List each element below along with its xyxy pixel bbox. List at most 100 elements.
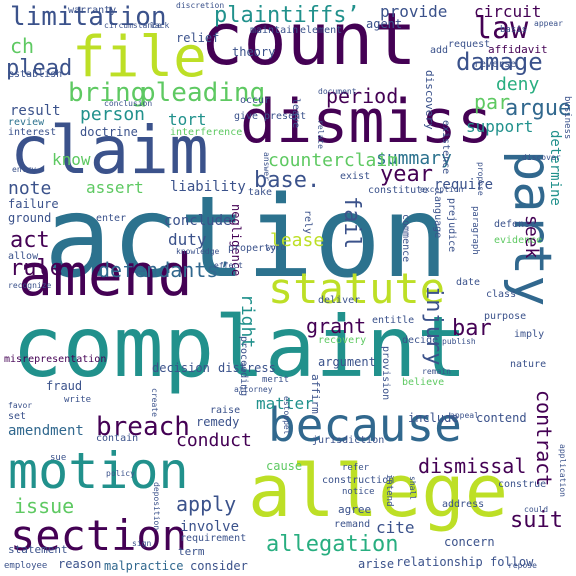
word-exception: exception: [420, 185, 464, 194]
word-cite: cite: [376, 518, 415, 537]
word-word: word: [266, 243, 286, 252]
word-action: action: [44, 173, 449, 303]
word-ground: ground: [8, 211, 52, 225]
word-duty: duty: [168, 230, 207, 249]
word-reverse: reverse: [474, 59, 517, 70]
word-warranty: warranty: [68, 5, 117, 16]
word-recognize: recognize: [8, 281, 52, 290]
word-policy: policy: [106, 469, 135, 478]
word-appeal: appeal: [450, 411, 479, 420]
word-period: period: [326, 84, 399, 108]
word-determine: determine: [547, 130, 563, 206]
word-entitle: entitle: [372, 315, 415, 326]
word-leave: leave: [290, 98, 301, 129]
word-cause: cause: [266, 459, 303, 473]
word-add: add: [430, 45, 449, 56]
word-defense: defense: [494, 219, 537, 230]
word-complaint: complaint: [12, 298, 468, 396]
word-contend: contend: [476, 411, 527, 425]
word-grant: grant: [306, 314, 367, 338]
word-appear: appear: [534, 19, 563, 28]
word-bring: bring: [68, 78, 147, 108]
word-ch: ch: [10, 34, 35, 58]
word-entry: entry: [12, 165, 37, 174]
word-consider: consider: [190, 559, 248, 573]
word-knowledge: knowledge: [176, 247, 220, 256]
word-take: take: [248, 187, 273, 198]
word-conclude: conclude: [164, 213, 232, 229]
word-doctrine: doctrine: [80, 125, 138, 139]
word-conclusion: conclusion: [104, 99, 153, 108]
word-fraud: fraud: [46, 379, 83, 393]
word-sign: sign: [132, 539, 152, 548]
word-amend: amend: [18, 241, 193, 309]
word-limitation: limitation: [10, 2, 167, 32]
word-defendants: defendants’: [98, 258, 231, 282]
word-refer: refer: [342, 463, 370, 473]
word-remedy: remedy: [196, 415, 240, 429]
word-follow: follow: [490, 555, 534, 569]
word-matter: matter: [256, 394, 314, 413]
word-propose: propose: [476, 162, 485, 196]
word-result: result: [10, 103, 61, 119]
word-class: class: [486, 289, 517, 300]
word-remain: remain: [422, 367, 451, 376]
word-note: note: [8, 178, 52, 199]
word-act: act: [10, 228, 50, 253]
word-construe: construe: [498, 479, 547, 490]
word-provide: provide: [380, 2, 448, 21]
word-merit: merit: [262, 375, 290, 385]
word-plead: plead: [6, 56, 73, 81]
word-prejudice: prejudice: [446, 198, 457, 253]
word-arise: arise: [358, 557, 395, 571]
word-enter: enter: [96, 213, 127, 224]
word-write: write: [64, 395, 92, 405]
word-circumstance: circumstance: [104, 21, 162, 30]
word-law: law: [474, 11, 529, 46]
word-dismiss: dismiss: [240, 87, 493, 157]
word-language: language: [432, 190, 443, 239]
word-require: require: [434, 177, 494, 193]
word-decide: decide: [402, 335, 439, 346]
word-present: present: [264, 111, 307, 122]
word-maintain: maintain: [250, 25, 299, 36]
word-give: give: [234, 111, 259, 122]
word-reason: reason: [58, 557, 102, 571]
word-review: review: [8, 117, 45, 128]
word-assert: assert: [86, 178, 144, 197]
word-commence: commence: [400, 214, 411, 263]
word-agent: agent: [366, 17, 403, 31]
word-interest: interest: [8, 127, 57, 138]
word-deliver: deliver: [318, 295, 361, 306]
word-application: application: [558, 444, 567, 497]
word-argue: argue: [505, 96, 572, 121]
word-affidavit: affidavit: [488, 43, 548, 56]
word-nature: nature: [510, 359, 547, 370]
word-statement: statement: [8, 543, 68, 556]
word-contain: contain: [96, 433, 139, 444]
word-affirm: affirm: [309, 374, 322, 414]
word-paragraph: paragraph: [470, 206, 480, 255]
word-publish: publish: [442, 337, 476, 346]
word-request: request: [448, 39, 491, 50]
word-summary: summary: [376, 148, 452, 169]
word-requirement: requirement: [180, 533, 247, 544]
word-file: file: [72, 25, 207, 90]
word-document: document: [318, 87, 357, 96]
word-include: include: [408, 411, 459, 425]
word-intend: intend: [384, 474, 394, 507]
word-theory: theory: [232, 45, 276, 59]
word-relate: relate: [316, 120, 325, 149]
word-circuit: circuit: [474, 2, 542, 21]
word-statute: statute: [268, 264, 446, 313]
word-contract: contract: [532, 390, 556, 487]
word-constitute: constitute: [368, 185, 429, 196]
word-date: date: [456, 277, 481, 288]
word-rule: rule: [10, 256, 63, 281]
word-plaintiffs: plaintiffs’: [214, 3, 360, 28]
word-misrepresentation: misrepresentation: [4, 354, 107, 365]
word-property: property: [228, 243, 277, 254]
word-section: section: [10, 511, 188, 560]
word-lack: lack: [150, 21, 170, 30]
word-jurisdiction: jurisdiction: [312, 435, 385, 446]
